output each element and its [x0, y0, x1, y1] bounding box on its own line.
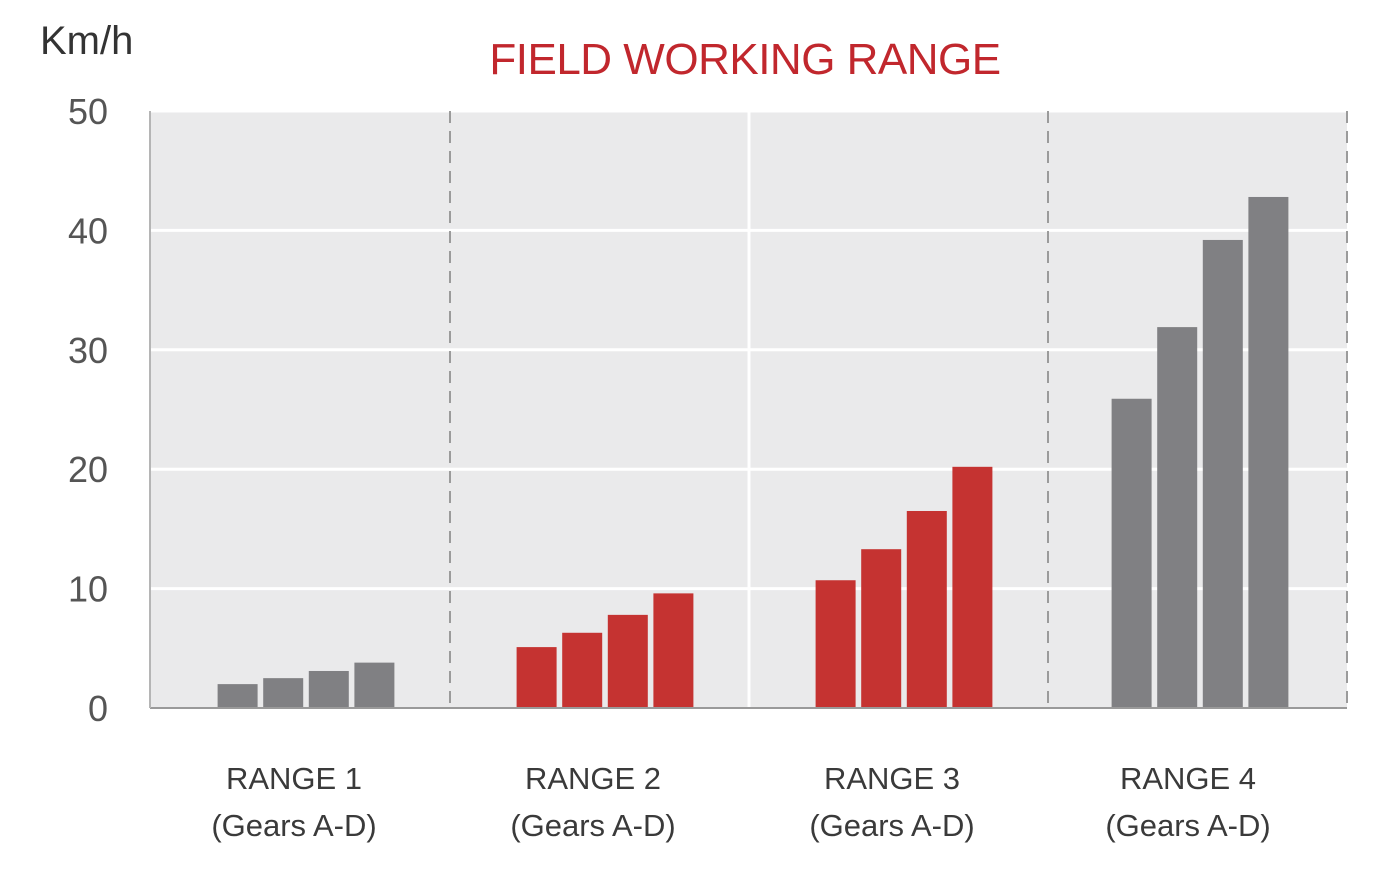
category-sublabel-range-1: (Gears A-D)	[211, 808, 376, 843]
bar-range-1-gear-A	[217, 684, 258, 708]
category-sublabel-range-3: (Gears A-D)	[809, 808, 974, 843]
bar-range-2-gear-D	[653, 593, 694, 708]
bar-range-2-gear-C	[607, 614, 648, 708]
bar-range-4-gear-C	[1202, 239, 1243, 708]
category-sublabel-range-2: (Gears A-D)	[510, 808, 675, 843]
bar-range-4-gear-B	[1157, 327, 1198, 708]
y-tick-label-20: 20	[68, 449, 108, 490]
category-label-range-1: RANGE 1	[226, 761, 362, 796]
bar-range-3-gear-B	[861, 549, 902, 708]
bar-range-2-gear-B	[562, 632, 603, 708]
y-tick-label-50: 50	[68, 91, 108, 132]
bar-range-2-gear-A	[516, 647, 557, 708]
y-axis-unit-label: Km/h	[40, 19, 133, 63]
bar-range-1-gear-D	[354, 662, 395, 708]
bar-range-1-gear-C	[308, 670, 349, 708]
y-tick-label-10: 10	[68, 569, 108, 610]
y-axis-ticks: 0 10 20 30 40 50	[68, 91, 108, 729]
category-sublabel-range-4: (Gears A-D)	[1105, 808, 1270, 843]
bar-range-3-gear-A	[815, 580, 856, 708]
category-label-range-2: RANGE 2	[525, 761, 661, 796]
bar-range-3-gear-D	[952, 466, 993, 708]
bar-range-4-gear-A	[1111, 398, 1152, 708]
y-tick-label-0: 0	[88, 688, 108, 729]
bars	[217, 196, 1289, 708]
chart-title: FIELD WORKING RANGE	[489, 35, 1000, 84]
group-separators	[449, 111, 1348, 708]
category-label-range-4: RANGE 4	[1120, 761, 1256, 796]
bar-range-1-gear-B	[263, 678, 304, 708]
y-tick-label-30: 30	[68, 330, 108, 371]
bar-range-4-gear-D	[1248, 196, 1289, 708]
bar-range-3-gear-C	[906, 510, 947, 708]
y-tick-label-40: 40	[68, 210, 108, 251]
x-axis-categories: RANGE 1 (Gears A-D) RANGE 2 (Gears A-D) RANG…	[211, 761, 1270, 843]
category-label-range-3: RANGE 3	[824, 761, 960, 796]
